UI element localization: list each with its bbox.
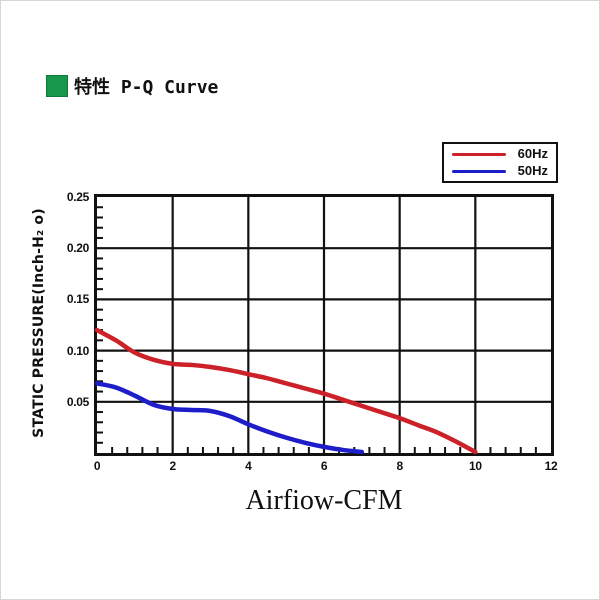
plot-area [94,194,554,456]
x-tick-label: 6 [320,459,328,473]
legend-item-60hz: 60Hz [452,147,548,161]
legend-line-50hz-icon [452,169,506,173]
legend-label-50hz: 50Hz [517,163,548,178]
curve-60hz [94,327,478,455]
legend-label-60hz: 60Hz [517,146,548,161]
y-tick-label: 0.15 [66,292,89,307]
x-tick-label: 4 [245,459,252,473]
title-bullet-square [46,75,68,97]
y-tick-label: 0.25 [66,190,89,204]
x-tick-label: 12 [544,459,558,473]
y-tick-label: 0.20 [66,241,89,256]
x-tick-label: 8 [396,459,403,473]
x-tick-label: 0 [93,459,101,473]
x-axis-title: Airfiow-CFM [245,485,403,516]
curve-50hz [94,381,365,455]
y-tick-label: 0.10 [66,343,89,358]
x-tick-label: 10 [468,459,482,473]
figure-title-row: 特性 P-Q Curve [46,73,218,99]
legend-item-50hz: 50Hz [452,164,548,178]
pq-chart [94,197,551,455]
legend-line-60hz-icon [452,152,506,156]
legend: 60Hz 50Hz [442,142,558,183]
x-tick-label: 2 [169,459,176,473]
y-tick-label: 0.05 [66,394,89,409]
figure-title: 特性 P-Q Curve [74,77,219,98]
y-axis-title: STATIC PRESSURE(Inch-H₂ o) [31,208,47,438]
